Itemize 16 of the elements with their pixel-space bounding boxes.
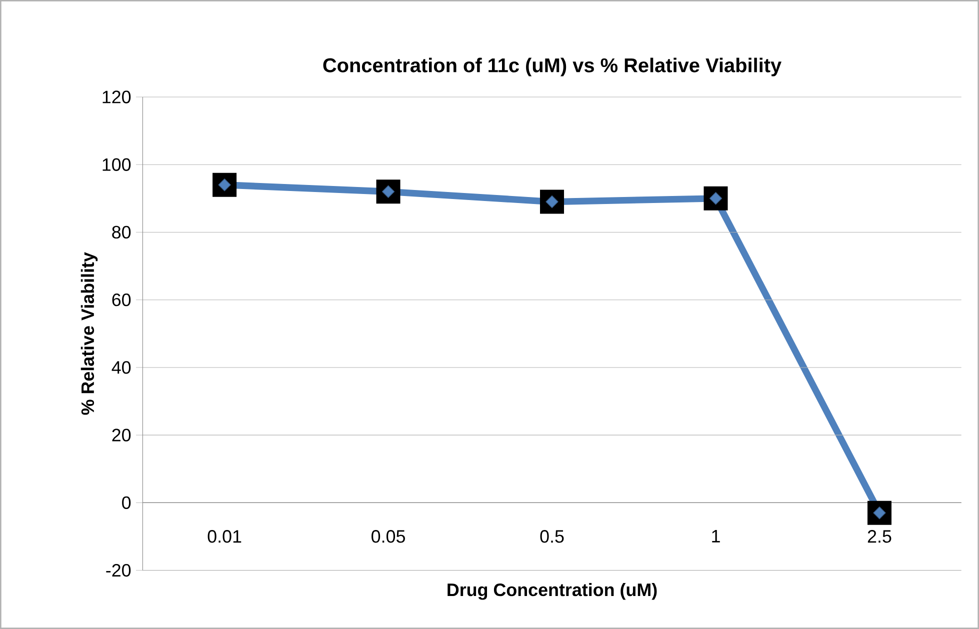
y-tick-label: 80 xyxy=(112,226,131,239)
y-axis-title: % Relative Viability xyxy=(80,252,98,415)
x-tick-label: 2.5 xyxy=(868,530,892,543)
x-tick-label: 1 xyxy=(712,530,720,542)
y-tick-label: 100 xyxy=(102,158,131,171)
x-tick-label: 0.5 xyxy=(540,530,564,543)
y-tick-label: -20 xyxy=(106,564,131,577)
x-tick-label: 0.01 xyxy=(208,530,242,543)
y-tick-label: 0 xyxy=(122,496,131,510)
x-axis-title: Drug Concentration (uM) xyxy=(448,583,657,600)
y-tick-label: 60 xyxy=(112,293,131,306)
chart-title: Concentration of 11c (uM) vs % Relative Viability xyxy=(323,58,782,76)
x-tick-label: 0.05 xyxy=(372,530,405,543)
y-tick-label: 40 xyxy=(112,361,131,374)
y-tick-label: 20 xyxy=(112,428,131,442)
y-tick-label: 120 xyxy=(102,90,131,104)
